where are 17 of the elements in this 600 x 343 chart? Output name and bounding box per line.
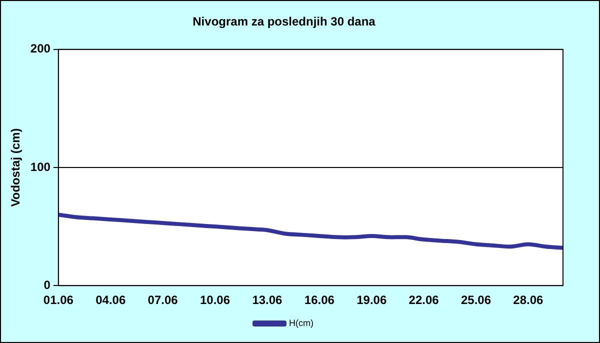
x-tick-label: 16.06 xyxy=(304,293,335,308)
x-tick-label: 19.06 xyxy=(356,293,387,308)
chart-title: Nivogram za poslednjih 30 dana xyxy=(192,14,376,29)
x-tick-label: 28.06 xyxy=(513,293,544,308)
x-tick-label: 01.06 xyxy=(43,293,74,308)
x-tick-label: 04.06 xyxy=(96,293,126,308)
x-tick-label: 22.06 xyxy=(408,293,440,308)
legend-label: H(cm) xyxy=(289,318,314,328)
y-tick-label: 200 xyxy=(30,42,51,56)
line-series xyxy=(56,212,565,250)
x-tick-label: 07.06 xyxy=(148,293,178,308)
x-tick-label: 13.06 xyxy=(252,293,283,308)
y-axis-title: Vodostaj (cm) xyxy=(8,128,23,207)
y-tick-label: 0 xyxy=(44,278,51,292)
x-tick-label: 10.06 xyxy=(200,293,230,308)
y-tick-label: 100 xyxy=(30,160,51,174)
x-tick-label: 25.06 xyxy=(460,293,492,308)
